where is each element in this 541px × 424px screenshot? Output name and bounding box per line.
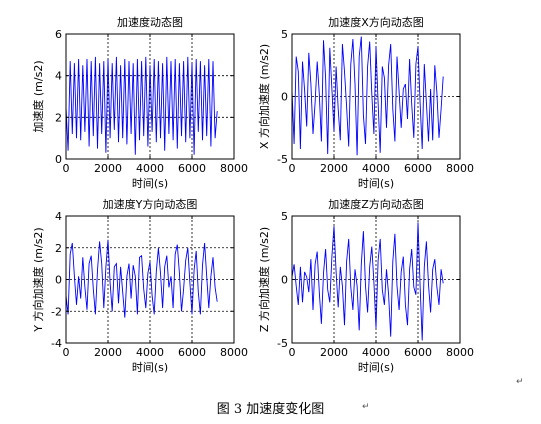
y-tick-label: -5 <box>277 337 288 350</box>
y-tick-label: -4 <box>51 337 62 350</box>
x-axis-label: 时间(s) <box>132 177 168 190</box>
chart-title: 加速度Z方向动态图 <box>328 197 424 211</box>
y-tick-label: 0 <box>55 274 62 287</box>
x-tick-label: 4000 <box>136 162 164 175</box>
x-tick-label: 0 <box>289 346 296 359</box>
x-tick-label: 6000 <box>404 346 432 359</box>
figure-caption: 图 3 加速度变化图 <box>216 402 325 417</box>
x-tick-label: 8000 <box>220 162 248 175</box>
series-line <box>65 56 218 155</box>
x-tick-label: 8000 <box>220 346 248 359</box>
x-tick-label: 2000 <box>94 162 122 175</box>
y-tick-label: 2 <box>55 242 62 255</box>
x-axis-label: 时间(s) <box>358 177 394 190</box>
y-tick-label: 5 <box>281 28 288 41</box>
x-tick-label: 8000 <box>446 162 474 175</box>
y-axis-label: 加速度 (m/s2) <box>31 60 45 132</box>
x-tick-label: 0 <box>63 162 70 175</box>
series-line <box>65 239 218 318</box>
y-axis-label: Z 方向加速度 (m/s2) <box>257 227 271 332</box>
x-tick-label: 8000 <box>446 346 474 359</box>
x-tick-label: 2000 <box>320 346 348 359</box>
series-line <box>291 36 444 156</box>
x-tick-label: 6000 <box>404 162 432 175</box>
y-axis-label: X 方向加速度 (m/s2) <box>257 44 271 149</box>
chart-title: 加速度Y方向动态图 <box>103 197 198 211</box>
y-axis-label: Y 方向加速度 (m/s2) <box>31 227 45 332</box>
axes-frame <box>65 33 235 160</box>
series-line <box>291 222 444 341</box>
y-tick-label: 5 <box>281 210 288 223</box>
x-axis-label: 时间(s) <box>132 361 168 374</box>
paragraph-mark: ↵ <box>516 377 524 387</box>
x-tick-label: 2000 <box>94 346 122 359</box>
y-tick-label: 4 <box>55 210 62 223</box>
x-tick-label: 4000 <box>362 346 390 359</box>
x-tick-label: 0 <box>63 346 70 359</box>
y-tick-label: 0 <box>55 153 62 166</box>
y-tick-label: 0 <box>281 91 288 104</box>
x-tick-label: 6000 <box>178 346 206 359</box>
y-tick-label: 0 <box>281 274 288 287</box>
x-tick-label: 4000 <box>362 162 390 175</box>
y-tick-label: 2 <box>55 111 62 124</box>
x-tick-label: 4000 <box>136 346 164 359</box>
x-tick-label: 2000 <box>320 162 348 175</box>
y-tick-label: 6 <box>55 28 62 41</box>
chart-title: 加速度动态图 <box>117 15 183 29</box>
y-tick-label: -2 <box>51 305 62 318</box>
y-tick-label: -5 <box>277 153 288 166</box>
y-tick-label: 4 <box>55 70 62 83</box>
x-axis-label: 时间(s) <box>358 361 394 374</box>
x-tick-label: 6000 <box>178 162 206 175</box>
x-tick-label: 0 <box>289 162 296 175</box>
paragraph-mark: ↵ <box>362 402 370 412</box>
chart-title: 加速度X方向动态图 <box>328 15 424 29</box>
